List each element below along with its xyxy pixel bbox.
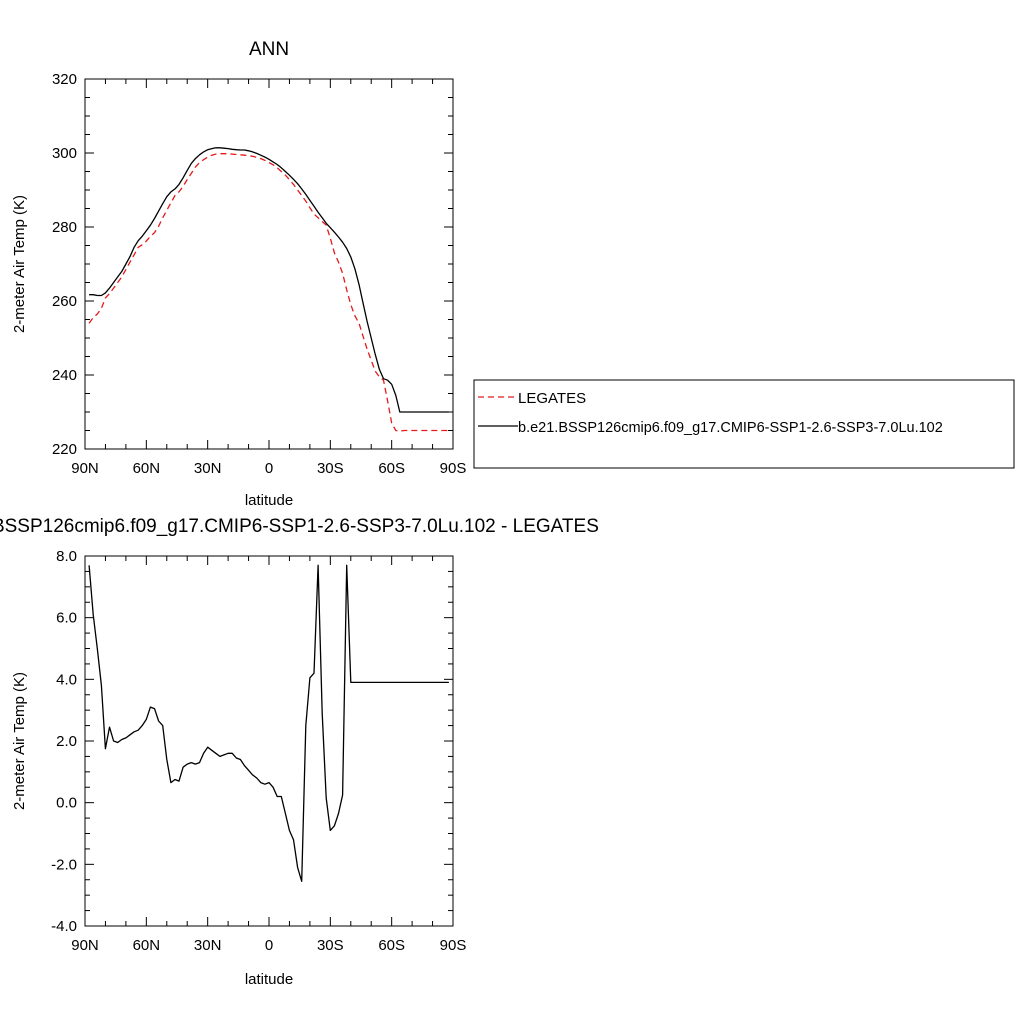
bottom-chart-title: b.e21.BSSP126cmip6.f09_g17.CMIP6-SSP1-2.… bbox=[0, 516, 599, 537]
top-plot-frame bbox=[84, 78, 454, 450]
y-tick-label: 4.0 bbox=[56, 671, 77, 688]
x-tick-label: 60S bbox=[378, 937, 405, 954]
y-tick-label: 2.0 bbox=[56, 733, 77, 750]
x-tick-label: 90N bbox=[71, 937, 99, 954]
top-panel: ANN 90N 60N 30N 0 30S 60S 90S 220 240 260 280 300 32… bbox=[11, 39, 466, 509]
top-chart-title: ANN bbox=[249, 39, 289, 60]
y-tick-label: 8.0 bbox=[56, 548, 77, 565]
x-tick-label: 30S bbox=[317, 460, 344, 477]
top-axis-ticks: 90N 60N 30N 0 30S 60S 90S 220 240 260 280 300 320 bbox=[52, 71, 466, 477]
y-tick-label: 320 bbox=[52, 71, 77, 88]
y-tick-label: 6.0 bbox=[56, 610, 77, 627]
bottom-panel: b.e21.BSSP126cmip6.f09_g17.CMIP6-SSP1-2.… bbox=[0, 516, 599, 988]
bottom-y-axis-label: 2-meter Air Temp (K) bbox=[11, 672, 28, 810]
x-tick-label: 30N bbox=[194, 460, 222, 477]
x-tick-label: 90N bbox=[71, 460, 99, 477]
series-line-bottom-0 bbox=[88, 564, 449, 882]
x-tick-label: 60S bbox=[378, 460, 405, 477]
y-tick-label: 220 bbox=[52, 441, 77, 458]
legend-label-model: b.e21.BSSP126cmip6.f09_g17.CMIP6-SSP1-2.… bbox=[518, 420, 943, 436]
y-tick-label: 260 bbox=[52, 293, 77, 310]
x-tick-label: 0 bbox=[265, 460, 273, 477]
legend-label-legates: LEGATES bbox=[518, 390, 586, 407]
x-tick-label: 0 bbox=[265, 937, 273, 954]
y-tick-label: -4.0 bbox=[51, 918, 77, 935]
y-tick-label: -2.0 bbox=[51, 856, 77, 873]
x-tick-label: 60N bbox=[133, 937, 161, 954]
bottom-axis-ticks: 90N 60N 30N 0 30S 60S 90S -4.0 -2.0 0.0 2.0 4.0 6.0 8… bbox=[51, 548, 466, 954]
top-x-axis-label: latitude bbox=[245, 492, 293, 509]
x-tick-label: 90S bbox=[440, 460, 467, 477]
y-tick-label: 240 bbox=[52, 367, 77, 384]
legend-box bbox=[473, 379, 1015, 469]
bottom-plot-frame bbox=[84, 555, 454, 927]
x-tick-label: 90S bbox=[440, 937, 467, 954]
x-tick-label: 30N bbox=[194, 937, 222, 954]
x-tick-label: 60N bbox=[133, 460, 161, 477]
top-series-lines bbox=[88, 147, 449, 432]
x-tick-label: 30S bbox=[317, 937, 344, 954]
bottom-series-lines bbox=[88, 564, 449, 882]
series-line-top-0 bbox=[88, 153, 449, 432]
y-tick-label: 0.0 bbox=[56, 795, 77, 812]
top-y-axis-label: 2-meter Air Temp (K) bbox=[11, 195, 28, 333]
y-tick-label: 300 bbox=[52, 145, 77, 162]
legend: LEGATES b.e21.BSSP126cmip6.f09_g17.CMIP6… bbox=[473, 379, 1015, 469]
y-tick-label: 280 bbox=[52, 219, 77, 236]
bottom-x-axis-label: latitude bbox=[245, 971, 293, 988]
series-line-top-1 bbox=[89, 147, 449, 413]
